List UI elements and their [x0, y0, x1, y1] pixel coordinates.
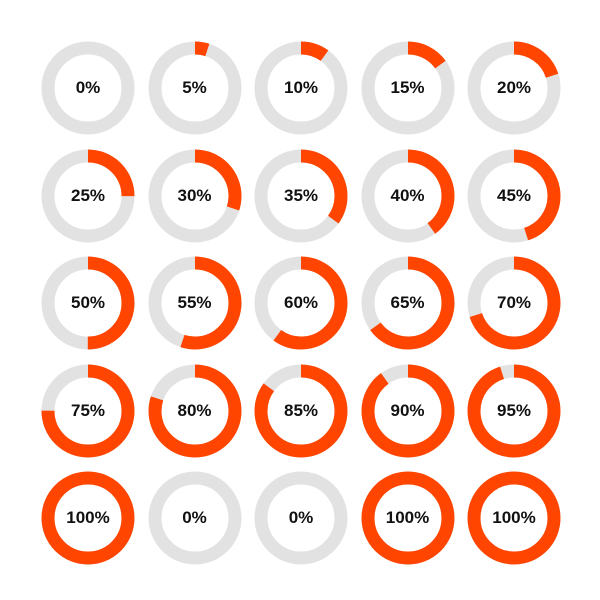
progress-ring-track	[254, 41, 348, 135]
progress-ring-arc	[467, 41, 561, 135]
progress-ring-arc	[41, 149, 135, 242]
progress-ring-graphic	[254, 364, 348, 457]
progress-ring-graphic	[467, 364, 561, 457]
progress-ring-arc	[254, 149, 348, 242]
progress-ring-graphic	[41, 41, 135, 135]
progress-ring: 45%	[466, 148, 562, 244]
progress-ring-graphic	[148, 41, 241, 135]
progress-ring-graphic	[254, 471, 348, 565]
progress-ring-track	[254, 471, 348, 565]
progress-ring: 100%	[466, 470, 562, 566]
progress-ring-graphic	[254, 41, 348, 135]
progress-ring: 25%	[40, 148, 136, 244]
progress-ring: 50%	[40, 255, 136, 351]
progress-ring-graphic	[361, 471, 454, 565]
progress-ring-graphic	[254, 256, 348, 350]
progress-ring-arc	[41, 471, 135, 565]
progress-ring: 35%	[253, 148, 349, 244]
progress-ring: 10%	[253, 40, 349, 136]
progress-ring-graphic	[361, 256, 454, 350]
progress-ring-graphic	[148, 149, 241, 242]
progress-ring-graphic	[41, 149, 135, 242]
progress-ring: 40%	[360, 148, 456, 244]
progress-ring-graphic	[148, 471, 241, 565]
progress-ring-track	[148, 41, 241, 135]
progress-ring: 60%	[253, 255, 349, 351]
progress-ring-graphic	[41, 256, 135, 350]
progress-ring: 5%	[147, 40, 243, 136]
progress-ring-graphic	[361, 41, 454, 135]
progress-ring-graphic	[467, 41, 561, 135]
progress-ring-graphic	[467, 256, 561, 350]
progress-ring-graphic	[148, 256, 241, 350]
progress-ring-arc	[41, 364, 135, 457]
progress-ring-graphic	[41, 471, 135, 565]
progress-ring-arc	[467, 149, 561, 242]
progress-ring-track	[41, 41, 135, 135]
progress-ring-arc	[361, 471, 454, 565]
progress-ring: 75%	[40, 363, 136, 459]
progress-ring-arc	[361, 256, 454, 350]
progress-ring-arc	[361, 41, 454, 135]
progress-ring-arc	[467, 471, 561, 565]
progress-ring-graphic	[148, 364, 241, 457]
progress-ring-arc	[41, 256, 135, 350]
progress-ring-graphic	[467, 149, 561, 242]
progress-ring-arc	[148, 256, 241, 350]
progress-ring-arc	[467, 256, 561, 350]
progress-ring: 100%	[40, 470, 136, 566]
progress-ring-graphic	[467, 471, 561, 565]
progress-ring-arc	[148, 41, 241, 135]
progress-ring: 20%	[466, 40, 562, 136]
progress-ring: 55%	[147, 255, 243, 351]
progress-ring-graphic	[361, 149, 454, 242]
progress-ring-arc	[254, 364, 348, 457]
progress-ring: 0%	[147, 470, 243, 566]
progress-ring-track	[148, 471, 241, 565]
progress-ring-arc	[148, 149, 241, 242]
progress-ring-arc	[467, 364, 561, 457]
progress-ring: 30%	[147, 148, 243, 244]
progress-ring: 80%	[147, 363, 243, 459]
progress-ring-arc	[254, 41, 348, 135]
progress-ring-arc	[148, 364, 241, 457]
progress-ring-graphic	[254, 149, 348, 242]
progress-ring: 65%	[360, 255, 456, 351]
progress-ring: 70%	[466, 255, 562, 351]
progress-ring: 85%	[253, 363, 349, 459]
progress-ring: 100%	[360, 470, 456, 566]
progress-ring-arc	[254, 256, 348, 350]
progress-ring: 15%	[360, 40, 456, 136]
progress-ring-graphic	[41, 364, 135, 457]
progress-ring: 95%	[466, 363, 562, 459]
progress-ring: 90%	[360, 363, 456, 459]
progress-ring-arc	[361, 364, 454, 457]
progress-ring: 0%	[40, 40, 136, 136]
progress-ring-graphic	[361, 364, 454, 457]
progress-ring: 0%	[253, 470, 349, 566]
progress-ring-arc	[361, 149, 454, 242]
